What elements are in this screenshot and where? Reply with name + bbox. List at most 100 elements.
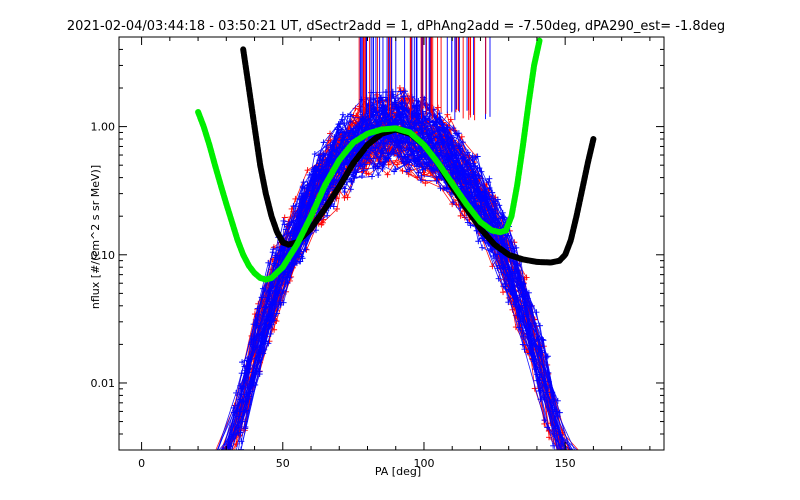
blue-trace-marker: [423, 126, 430, 133]
red-trace-marker: [365, 171, 372, 178]
blue-trace-marker: [479, 244, 486, 251]
blue-trace-marker: [533, 336, 540, 343]
blue-trace-marker: [311, 151, 318, 158]
red-trace-marker: [568, 451, 574, 457]
x-axis-label: PA [deg]: [375, 465, 421, 478]
blue-trace-marker: [311, 177, 318, 184]
blue-trace-marker: [553, 451, 559, 457]
red-trace-marker: [571, 451, 577, 457]
blue-trace-marker: [426, 163, 433, 170]
blue-trace-marker: [319, 199, 326, 206]
blue-trace-marker: [181, 451, 187, 457]
blue-trace-marker: [459, 139, 466, 146]
blue-trace-marker: [564, 451, 570, 457]
blue-trace-marker: [379, 108, 386, 115]
blue-trace-marker: [438, 137, 445, 144]
blue-trace-marker: [602, 451, 608, 457]
red-trace-marker: [399, 167, 406, 174]
red-trace-marker: [567, 451, 573, 457]
red-trace-marker: [612, 451, 618, 457]
blue-trace-marker: [217, 451, 223, 457]
blue-trace-marker: [265, 296, 272, 303]
red-trace-marker: [206, 451, 212, 457]
red-trace-marker: [611, 451, 617, 457]
blue-trace-marker: [207, 451, 213, 457]
red-trace-marker: [457, 212, 464, 219]
blue-trace-marker: [219, 451, 225, 457]
red-trace-marker: [557, 451, 563, 457]
blue-trace-marker: [599, 451, 605, 457]
blue-trace-marker: [475, 238, 482, 245]
blue-trace-marker: [422, 165, 429, 172]
blue-trace-marker: [233, 451, 239, 457]
blue-trace-marker: [205, 451, 211, 457]
blue-trace-marker: [459, 155, 466, 162]
blue-trace-marker: [290, 203, 297, 210]
blue-trace-marker: [606, 451, 612, 457]
red-trace-marker: [223, 451, 229, 457]
blue-trace-marker: [168, 451, 174, 457]
red-trace-marker: [281, 214, 288, 221]
blue-trace-marker: [220, 451, 226, 457]
blue-trace-marker: [400, 93, 407, 100]
blue-trace-marker: [223, 451, 229, 457]
red-trace-marker: [225, 451, 231, 457]
x-tick-label: 50: [276, 457, 290, 470]
blue-trace: [275, 103, 573, 450]
blue-trace-marker: [557, 450, 563, 456]
blue-trace-marker: [235, 451, 241, 457]
blue-trace-marker: [266, 321, 273, 328]
blue-trace-marker: [541, 417, 548, 424]
blue-trace-marker: [590, 451, 596, 457]
red-trace-marker: [579, 451, 585, 457]
blue-trace-marker: [537, 396, 544, 403]
blue-trace-marker: [406, 166, 413, 173]
fit-curve-green: [195, 37, 543, 283]
blue-trace-marker: [418, 125, 425, 132]
blue-trace-marker: [391, 168, 398, 175]
blue-trace-marker: [190, 451, 196, 457]
red-trace-marker: [225, 451, 231, 457]
blue-trace-marker: [582, 451, 588, 457]
red-trace-marker: [560, 451, 566, 457]
red-trace-marker: [583, 451, 589, 457]
blue-trace-marker: [574, 451, 580, 457]
blue-trace-marker: [184, 451, 190, 457]
blue-trace-marker: [320, 139, 327, 146]
blue-trace-marker: [174, 451, 180, 457]
blue-trace-marker: [568, 451, 574, 457]
blue-trace-marker: [550, 442, 557, 449]
blue-trace-marker: [300, 179, 307, 186]
red-trace-marker: [555, 451, 561, 457]
blue-trace-marker: [197, 451, 203, 457]
blue-trace-marker: [390, 148, 397, 155]
blue-trace-marker: [573, 451, 579, 457]
blue-trace-marker: [508, 287, 515, 294]
blue-trace-marker: [299, 184, 306, 191]
blue-trace-marker: [219, 451, 225, 457]
x-tick-label: 0: [138, 457, 145, 470]
blue-trace-marker: [464, 219, 471, 226]
blue-trace-marker: [347, 186, 354, 193]
blue-trace-marker: [492, 205, 499, 212]
blue-trace-marker: [177, 451, 183, 457]
blue-trace-marker: [228, 451, 234, 457]
red-trace-marker: [396, 84, 403, 91]
blue-trace-marker: [417, 177, 424, 184]
blue-trace-marker: [222, 451, 228, 457]
red-trace-marker: [435, 104, 442, 111]
red-trace-marker: [588, 451, 594, 457]
blue-trace-marker: [578, 451, 584, 457]
blue-trace-marker: [286, 274, 293, 281]
blue-trace-marker: [209, 451, 215, 457]
red-trace-marker: [420, 169, 427, 176]
blue-trace-marker: [516, 324, 523, 331]
red-trace-marker: [523, 274, 530, 281]
blue-trace-marker: [404, 135, 411, 142]
blue-trace-marker: [439, 127, 446, 134]
plot-frame: [118, 36, 665, 451]
red-trace-marker: [175, 451, 181, 457]
blue-trace-marker: [188, 451, 194, 457]
blue-trace-marker: [304, 201, 311, 208]
blue-trace-marker: [262, 288, 269, 295]
